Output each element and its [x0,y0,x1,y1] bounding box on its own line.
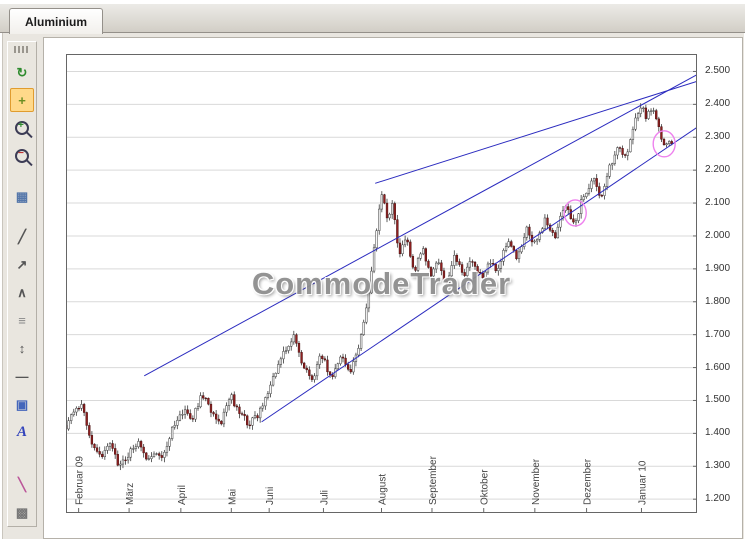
trendline-tool-button[interactable]: ↗ [10,252,34,276]
x-axis-label: Mai [227,489,238,505]
pitchfork-tool-icon: ∧ [17,284,27,300]
fibonacci-tool-button[interactable]: ≡ [10,308,34,332]
tab-bar: Aluminium [0,4,745,34]
chart-annotations[interactable] [144,74,697,423]
zoom-in-icon: + [15,121,29,135]
zoom-out-button[interactable]: − [10,144,34,168]
indicators-button[interactable]: ▦ [10,184,34,208]
text-tool-icon: A [16,423,27,440]
magnifier-badge: − [18,148,24,159]
refresh-icon: ↻ [16,64,28,80]
x-axis-label: Oktober [480,469,491,505]
line-tool-icon: ╱ [18,228,26,244]
price-chart[interactable]: Februar 09 März April Mai Juni Juli August Sept… [66,54,697,513]
zoom-out-icon: − [15,149,29,163]
fibonacci-tool-icon: ≡ [18,312,26,328]
x-axis-label: Februar 09 [75,456,86,505]
rectangle-tool-button[interactable]: ▣ [10,392,34,416]
grid-tool-icon: ▩ [15,504,29,520]
trendline-tool-icon: ↗ [16,256,28,272]
pitchfork-tool-button[interactable]: ∧ [10,280,34,304]
x-axis-label: Januar 10 [637,460,648,505]
eraser-tool-icon: ╲ [18,476,26,492]
vertical-line-button[interactable]: ↕ [10,336,34,360]
trend-line [261,126,697,423]
trend-line [375,80,697,184]
indicators-icon: ▦ [15,188,29,204]
x-axis-label: April [177,485,188,505]
crosshair-button[interactable]: + [10,88,34,112]
tab-label: Aluminium [25,14,87,29]
x-axis-label: Juli [319,490,330,505]
x-axis: Februar 09 März April Mai Juni Juli August Sept… [75,455,648,513]
horizontal-line-icon: — [15,368,29,384]
line-tool-button[interactable]: ╱ [10,224,34,248]
chart-workspace: ↻ + + − ▦ ╱ ↗ ∧ ≡ ↕ — ▣ A ╲ ▩ Februar 09 März April Mai Ju… [2,33,744,539]
plot-border [66,54,697,513]
x-axis-label: Dezember [583,458,594,505]
candlestick-series [66,103,673,471]
grid-tool-button[interactable]: ▩ [10,500,34,524]
x-axis-label: März [125,483,136,505]
x-axis-label: November [531,458,542,505]
eraser-tool-button[interactable]: ╲ [10,472,34,496]
chart-toolbar: ↻ + + − ▦ ╱ ↗ ∧ ≡ ↕ — ▣ A ╲ ▩ [7,41,37,527]
refresh-button[interactable]: ↻ [10,60,34,84]
vertical-line-icon: ↕ [18,340,26,356]
trend-line [144,74,697,377]
highlight-circle [652,130,676,158]
zoom-in-button[interactable]: + [10,116,34,140]
toolbar-grip[interactable] [14,46,30,53]
x-axis-label: September [428,455,439,505]
x-axis-label: Juni [265,487,276,505]
highlight-circle [563,199,587,227]
text-tool-button[interactable]: A [10,420,34,444]
horizontal-line-button[interactable]: — [10,364,34,388]
magnifier-badge: + [18,120,24,131]
gridlines [66,70,697,500]
tab-aluminium[interactable]: Aluminium [9,8,103,34]
x-axis-label: August [378,474,389,505]
crosshair-icon: + [18,92,26,108]
rectangle-tool-icon: ▣ [15,396,29,412]
